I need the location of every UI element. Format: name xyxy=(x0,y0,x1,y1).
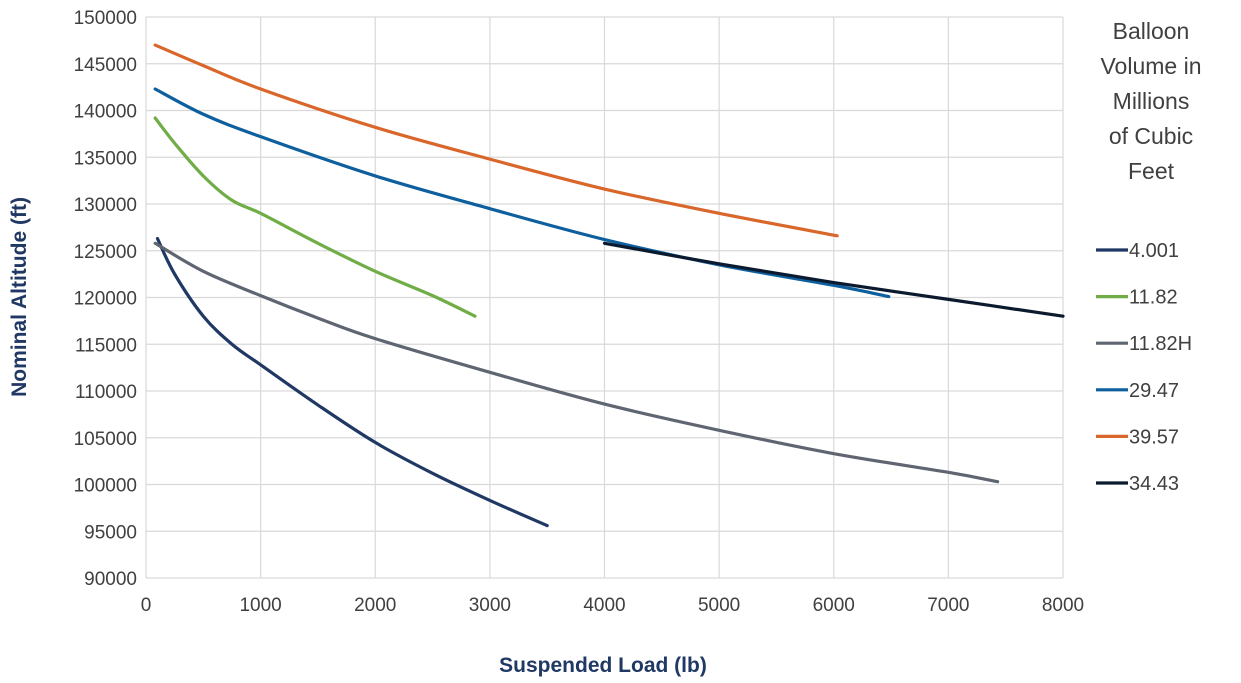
series-line-34-43 xyxy=(602,241,1065,318)
series-line-11-82h xyxy=(153,241,1000,484)
x-tick-label: 7000 xyxy=(927,595,969,616)
series-line-4-001 xyxy=(155,236,549,528)
x-tick-label: 2000 xyxy=(354,595,396,616)
y-tick-label: 100000 xyxy=(74,476,137,497)
legend-item: 4.001 xyxy=(1096,240,1179,262)
series-line-11-82 xyxy=(153,116,477,318)
legend-title-line: Balloon xyxy=(1113,18,1190,44)
y-axis-title: Nominal Altitude (ft) xyxy=(8,197,31,397)
legend-label: 34.43 xyxy=(1129,473,1179,495)
legend-title-line: Millions xyxy=(1113,88,1190,114)
y-axis-ticks: 90000 95000 100000 105000 110000 115000 120000… xyxy=(74,8,137,590)
y-tick-label: 90000 xyxy=(84,569,137,590)
x-tick-label: 0 xyxy=(141,595,152,616)
legend-label: 29.47 xyxy=(1129,380,1179,402)
y-tick-label: 105000 xyxy=(74,429,137,450)
y-tick-label: 140000 xyxy=(74,102,137,123)
legend-title-line: of Cubic xyxy=(1109,123,1193,149)
series-line-29-47 xyxy=(153,87,891,299)
x-tick-label: 8000 xyxy=(1042,595,1084,616)
y-tick-label: 110000 xyxy=(75,382,137,403)
legend-item: 29.47 xyxy=(1096,380,1179,402)
legend-label: 11.82H xyxy=(1129,333,1192,355)
x-tick-label: 6000 xyxy=(813,595,855,616)
y-tick-label: 130000 xyxy=(74,195,137,216)
y-tick-label: 150000 xyxy=(74,8,137,29)
legend-item: 39.57 xyxy=(1096,426,1179,448)
legend: Balloon Volume in Millions of Cubic Feet 4.0… xyxy=(1096,18,1202,495)
x-axis-ticks: 0 1000 2000 3000 4000 5000 6000 7000 8000 xyxy=(141,595,1084,616)
legend-label: 4.001 xyxy=(1129,240,1179,262)
y-tick-label: 145000 xyxy=(74,55,137,76)
legend-item: 34.43 xyxy=(1096,473,1179,495)
legend-item: 11.82 xyxy=(1096,287,1178,309)
series-line-39-57 xyxy=(153,43,839,238)
legend-item: 11.82H xyxy=(1096,333,1192,355)
y-tick-label: 125000 xyxy=(74,242,137,263)
legend-label: 11.82 xyxy=(1129,287,1178,309)
x-tick-label: 3000 xyxy=(469,595,511,616)
y-tick-label: 120000 xyxy=(74,289,137,310)
legend-label: 39.57 xyxy=(1129,426,1179,448)
y-tick-label: 135000 xyxy=(74,148,137,169)
x-tick-label: 1000 xyxy=(239,595,281,616)
gridlines xyxy=(145,16,1064,579)
legend-title: Balloon Volume in Millions of Cubic Feet xyxy=(1100,18,1201,184)
legend-title-line: Volume in xyxy=(1100,53,1201,79)
x-tick-label: 4000 xyxy=(583,595,625,616)
legend-title-line: Feet xyxy=(1128,158,1175,184)
series-lines xyxy=(153,43,1065,528)
x-axis-title: Suspended Load (lb) xyxy=(499,654,707,677)
y-tick-label: 115000 xyxy=(75,335,137,356)
x-tick-label: 5000 xyxy=(698,595,740,616)
y-tick-label: 95000 xyxy=(84,522,137,543)
